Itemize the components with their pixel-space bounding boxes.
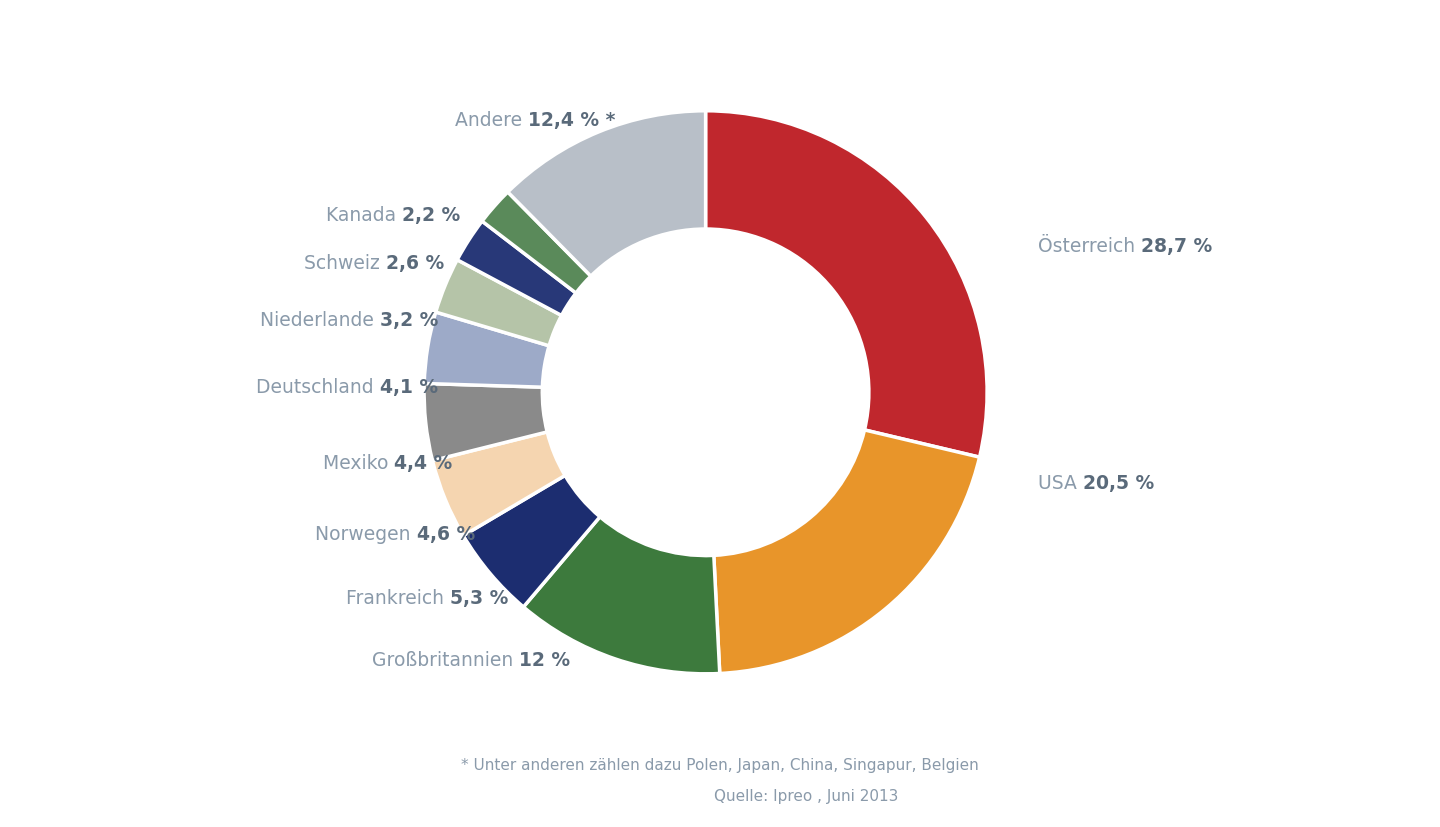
- Text: Frankreich: Frankreich: [346, 589, 451, 608]
- Wedge shape: [464, 476, 600, 607]
- Wedge shape: [508, 112, 706, 277]
- Text: Andere: Andere: [455, 111, 528, 130]
- Wedge shape: [432, 433, 564, 536]
- Text: 20,5 %: 20,5 %: [1083, 473, 1153, 492]
- Text: 12 %: 12 %: [520, 651, 570, 669]
- Text: 12,4 % *: 12,4 % *: [528, 111, 615, 130]
- Text: 3,2 %: 3,2 %: [380, 310, 438, 329]
- Wedge shape: [436, 261, 562, 347]
- Text: Kanada: Kanada: [327, 206, 402, 225]
- Text: 2,6 %: 2,6 %: [386, 254, 444, 273]
- Text: 4,6 %: 4,6 %: [416, 524, 475, 543]
- Text: 4,4 %: 4,4 %: [395, 454, 452, 472]
- Wedge shape: [706, 112, 986, 457]
- Wedge shape: [425, 384, 547, 461]
- Wedge shape: [482, 193, 590, 294]
- Text: Österreich: Österreich: [1038, 237, 1140, 256]
- Text: * Unter anderen zählen dazu Polen, Japan, China, Singapur, Belgien: * Unter anderen zählen dazu Polen, Japan…: [461, 758, 979, 772]
- Text: USA: USA: [1038, 473, 1083, 492]
- Wedge shape: [458, 222, 576, 316]
- Text: 5,3 %: 5,3 %: [451, 589, 508, 608]
- Wedge shape: [425, 313, 549, 388]
- Text: 28,7 %: 28,7 %: [1140, 237, 1212, 256]
- Wedge shape: [524, 517, 720, 674]
- Text: Deutschland: Deutschland: [256, 378, 380, 397]
- Text: Quelle: Ipreo , Juni 2013: Quelle: Ipreo , Juni 2013: [714, 788, 899, 803]
- Text: 2,2 %: 2,2 %: [402, 206, 461, 225]
- Text: 4,1 %: 4,1 %: [380, 378, 438, 397]
- Text: Niederlande: Niederlande: [259, 310, 380, 329]
- Wedge shape: [714, 430, 979, 674]
- Text: Mexiko: Mexiko: [323, 454, 395, 472]
- Text: Norwegen: Norwegen: [315, 524, 416, 543]
- Text: Schweiz: Schweiz: [304, 254, 386, 273]
- Text: Großbritannien: Großbritannien: [372, 651, 520, 669]
